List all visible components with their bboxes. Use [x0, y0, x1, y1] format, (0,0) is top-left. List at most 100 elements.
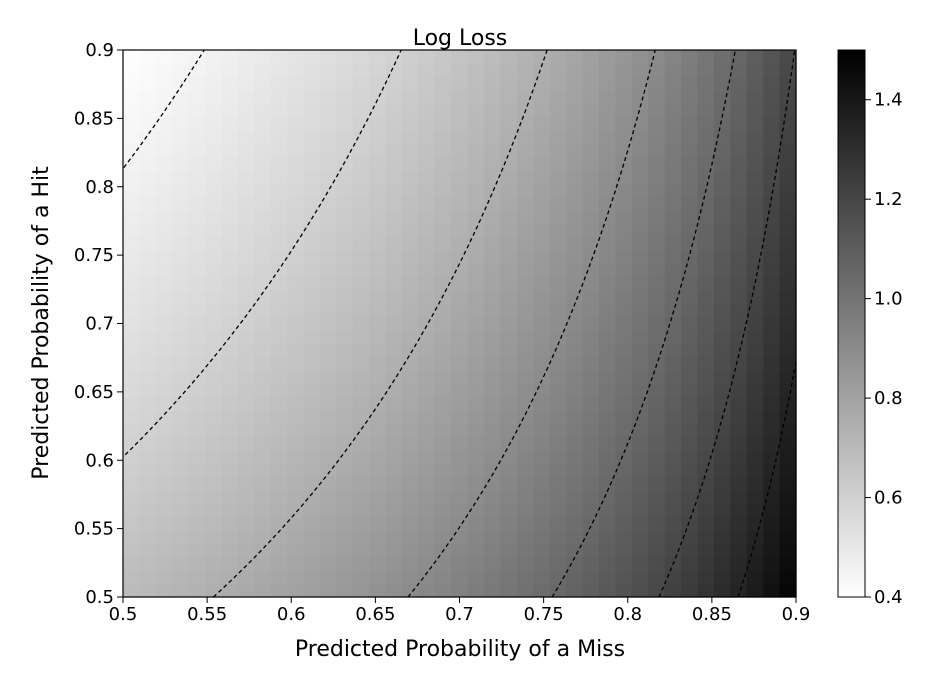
heatmap-cell — [237, 90, 255, 104]
heatmap-cell — [270, 303, 288, 318]
heatmap-cell — [697, 156, 715, 171]
heatmap-cell — [254, 90, 272, 104]
heatmap-cell — [385, 130, 403, 144]
heatmap-cell — [270, 396, 288, 411]
heatmap-cell — [188, 196, 206, 211]
contour-line — [407, 49, 656, 598]
heatmap-cell — [123, 370, 141, 385]
heatmap-cell — [615, 330, 633, 345]
heatmap-cell — [566, 223, 584, 238]
heatmap-cell — [697, 250, 715, 265]
heatmap-cell — [582, 183, 600, 198]
heatmap-cell — [681, 450, 699, 465]
heatmap-cell — [319, 303, 337, 318]
heatmap-cell — [155, 396, 173, 411]
heatmap-cell — [172, 516, 190, 531]
heatmap-cell — [599, 370, 617, 385]
heatmap-cell — [549, 330, 567, 345]
heatmap-cell — [237, 316, 255, 331]
y-tick-label: 0.7 — [85, 314, 114, 335]
heatmap-cell — [516, 143, 534, 158]
heatmap-cell — [516, 570, 534, 585]
heatmap-cell — [254, 356, 272, 371]
heatmap-cell — [582, 423, 600, 438]
heatmap-cell — [648, 343, 666, 358]
heatmap-cell — [319, 423, 337, 438]
heatmap-cell — [303, 463, 321, 478]
heatmap-cell — [418, 583, 436, 598]
heatmap-cell — [188, 530, 206, 545]
heatmap-cell — [188, 516, 206, 531]
x-tick-label: 0.85 — [692, 604, 732, 625]
heatmap-cell — [434, 450, 452, 465]
heatmap-cell — [730, 530, 748, 545]
heatmap-cell — [369, 196, 387, 211]
heatmap-cell — [270, 370, 288, 385]
heatmap-cell — [582, 196, 600, 211]
heatmap-cell — [664, 50, 682, 64]
heatmap-cell — [779, 76, 797, 91]
heatmap-cell — [713, 396, 731, 411]
heatmap-cell — [631, 503, 649, 518]
heatmap-cell — [352, 530, 370, 545]
heatmap-cell — [172, 503, 190, 518]
heatmap-cell — [188, 543, 206, 558]
heatmap-cell — [155, 343, 173, 358]
heatmap-cell — [599, 170, 617, 185]
heatmap-cell — [549, 356, 567, 371]
heatmap-cell — [516, 383, 534, 398]
heatmap-cell — [500, 330, 518, 345]
heatmap-cell — [631, 156, 649, 171]
heatmap-cell — [516, 316, 534, 331]
heatmap-cell — [303, 236, 321, 251]
x-axis-label: Predicted Probability of a Miss — [295, 637, 625, 662]
heatmap-cell — [516, 290, 534, 305]
heatmap-cell — [648, 356, 666, 371]
heatmap-cell — [237, 290, 255, 305]
heatmap-cell — [713, 570, 731, 585]
heatmap-cell — [385, 330, 403, 345]
heatmap-cell — [763, 343, 781, 358]
heatmap-cell — [221, 103, 239, 118]
heatmap-cell — [418, 476, 436, 491]
heatmap-cell — [418, 356, 436, 371]
heatmap-cell — [779, 303, 797, 318]
heatmap-cell — [484, 250, 502, 265]
heatmap-cell — [123, 396, 141, 411]
heatmap-cell — [631, 76, 649, 91]
heatmap-cell — [484, 330, 502, 345]
heatmap-cell — [205, 356, 223, 371]
heatmap-cell — [713, 170, 731, 185]
heatmap-cell — [205, 63, 223, 78]
heatmap-cell — [533, 343, 551, 358]
heatmap-cell — [139, 330, 157, 345]
heatmap-cell — [500, 356, 518, 371]
heatmap-cell — [533, 156, 551, 171]
heatmap-cell — [582, 556, 600, 571]
heatmap-cell — [287, 490, 305, 505]
heatmap-cell — [221, 303, 239, 318]
heatmap-cell — [402, 316, 420, 331]
heatmap-cell — [418, 423, 436, 438]
heatmap-cell — [336, 303, 354, 318]
heatmap-cell — [664, 396, 682, 411]
heatmap-cell — [615, 410, 633, 425]
heatmap-cell — [188, 396, 206, 411]
heatmap-cell — [763, 556, 781, 571]
heatmap-cell — [500, 170, 518, 185]
heatmap-cell — [533, 236, 551, 251]
heatmap-cell — [648, 236, 666, 251]
heatmap-cell — [369, 383, 387, 398]
heatmap-cell — [221, 50, 239, 64]
heatmap-cell — [221, 556, 239, 571]
heatmap-cell — [369, 143, 387, 158]
heatmap-cell — [172, 290, 190, 305]
heatmap-cell — [352, 250, 370, 265]
heatmap-cell — [336, 223, 354, 238]
heatmap-cell — [631, 423, 649, 438]
heatmap-cell — [369, 170, 387, 185]
heatmap-cell — [205, 116, 223, 131]
heatmap-cell — [205, 330, 223, 345]
heatmap-cell — [730, 76, 748, 91]
heatmap-cell — [434, 143, 452, 158]
